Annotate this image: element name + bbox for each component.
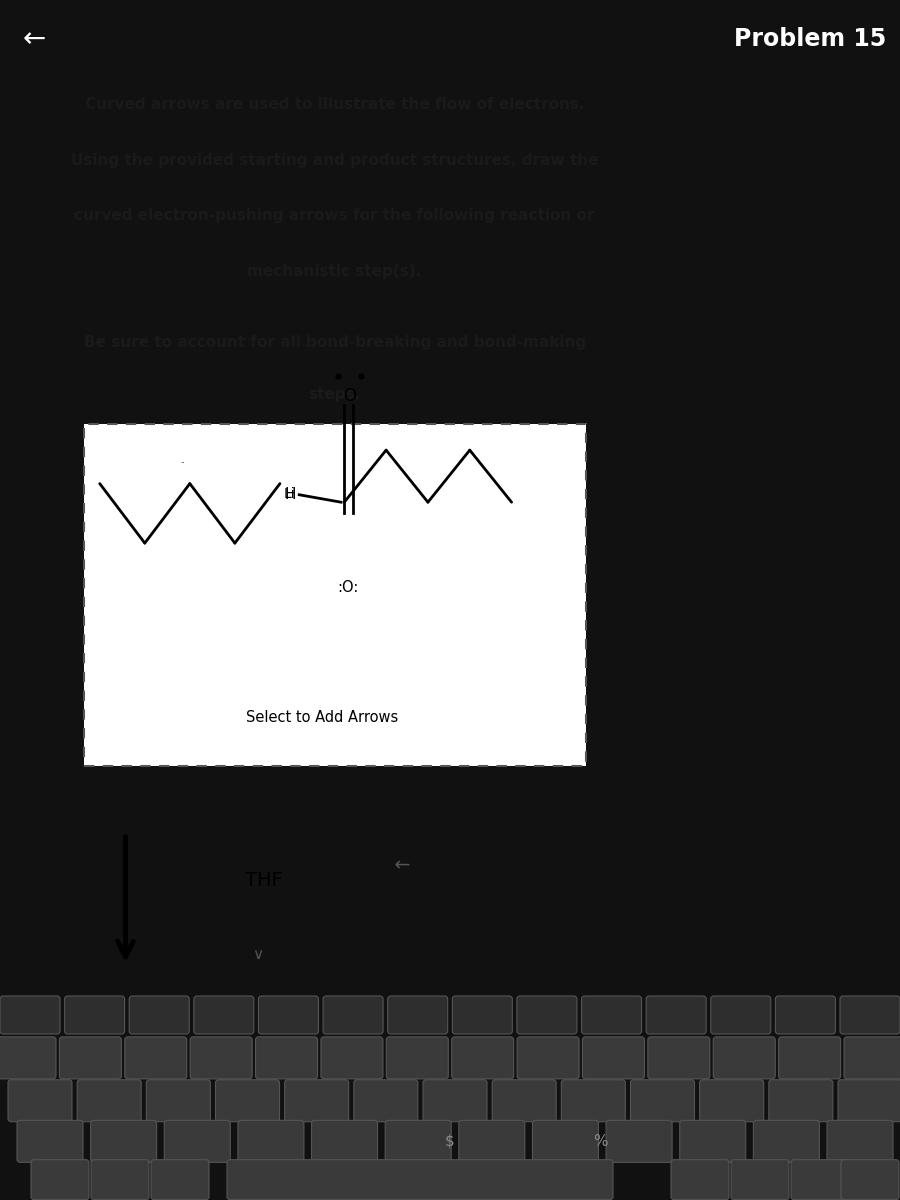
FancyBboxPatch shape: [533, 1121, 598, 1163]
FancyBboxPatch shape: [0, 1037, 56, 1079]
FancyBboxPatch shape: [190, 1037, 252, 1079]
Text: $: $: [446, 1134, 454, 1148]
FancyBboxPatch shape: [165, 1121, 230, 1163]
Text: O: O: [343, 386, 356, 404]
FancyBboxPatch shape: [91, 1121, 157, 1163]
FancyBboxPatch shape: [452, 1037, 514, 1079]
Text: ∨: ∨: [252, 947, 263, 962]
FancyBboxPatch shape: [517, 996, 577, 1034]
FancyBboxPatch shape: [776, 996, 835, 1034]
FancyBboxPatch shape: [194, 996, 254, 1034]
Text: H: H: [284, 487, 296, 503]
FancyBboxPatch shape: [130, 996, 189, 1034]
Bar: [84, 424, 586, 767]
FancyBboxPatch shape: [713, 1037, 775, 1079]
Text: Li: Li: [284, 487, 295, 502]
FancyBboxPatch shape: [680, 1121, 746, 1163]
FancyBboxPatch shape: [453, 996, 512, 1034]
Text: mechanistic step(s).: mechanistic step(s).: [248, 264, 422, 280]
FancyBboxPatch shape: [827, 1121, 893, 1163]
FancyBboxPatch shape: [840, 996, 900, 1034]
FancyBboxPatch shape: [31, 1159, 89, 1200]
FancyBboxPatch shape: [518, 1037, 579, 1079]
FancyBboxPatch shape: [91, 1159, 149, 1200]
FancyBboxPatch shape: [844, 1037, 900, 1079]
FancyBboxPatch shape: [385, 1121, 451, 1163]
FancyBboxPatch shape: [238, 1121, 304, 1163]
FancyBboxPatch shape: [323, 996, 383, 1034]
Text: ..: ..: [181, 456, 186, 464]
Text: Using the provided starting and product structures, draw the: Using the provided starting and product …: [71, 152, 599, 168]
FancyBboxPatch shape: [256, 1037, 318, 1079]
FancyBboxPatch shape: [581, 996, 642, 1034]
FancyBboxPatch shape: [147, 1080, 211, 1122]
FancyBboxPatch shape: [17, 1121, 83, 1163]
FancyBboxPatch shape: [582, 1037, 644, 1079]
FancyBboxPatch shape: [731, 1159, 789, 1200]
FancyBboxPatch shape: [227, 1159, 613, 1200]
FancyBboxPatch shape: [321, 1037, 382, 1079]
Text: ↗: ↗: [386, 850, 411, 875]
FancyBboxPatch shape: [354, 1080, 418, 1122]
FancyBboxPatch shape: [769, 1080, 833, 1122]
FancyBboxPatch shape: [631, 1080, 695, 1122]
FancyBboxPatch shape: [711, 996, 770, 1034]
FancyBboxPatch shape: [671, 1159, 729, 1200]
FancyBboxPatch shape: [606, 1121, 672, 1163]
FancyBboxPatch shape: [791, 1159, 849, 1200]
FancyBboxPatch shape: [258, 996, 319, 1034]
FancyBboxPatch shape: [388, 996, 447, 1034]
FancyBboxPatch shape: [215, 1080, 280, 1122]
FancyBboxPatch shape: [65, 996, 124, 1034]
FancyBboxPatch shape: [562, 1080, 626, 1122]
FancyBboxPatch shape: [753, 1121, 819, 1163]
FancyBboxPatch shape: [125, 1037, 187, 1079]
Text: steps.: steps.: [309, 386, 361, 402]
FancyBboxPatch shape: [459, 1121, 525, 1163]
FancyBboxPatch shape: [699, 1080, 764, 1122]
Text: %: %: [593, 1134, 608, 1148]
Text: ←: ←: [22, 25, 46, 53]
Text: THF: THF: [245, 871, 283, 890]
FancyBboxPatch shape: [8, 1080, 72, 1122]
Text: Problem 15: Problem 15: [734, 26, 886, 50]
FancyBboxPatch shape: [0, 996, 60, 1034]
FancyBboxPatch shape: [778, 1037, 841, 1079]
FancyBboxPatch shape: [386, 1037, 448, 1079]
Text: Be sure to account for all bond-breaking and bond-making: Be sure to account for all bond-breaking…: [84, 335, 586, 349]
FancyBboxPatch shape: [841, 1159, 899, 1200]
FancyBboxPatch shape: [77, 1080, 141, 1122]
FancyBboxPatch shape: [838, 1080, 900, 1122]
FancyBboxPatch shape: [59, 1037, 122, 1079]
FancyBboxPatch shape: [646, 996, 706, 1034]
FancyBboxPatch shape: [648, 1037, 710, 1079]
FancyBboxPatch shape: [151, 1159, 209, 1200]
FancyBboxPatch shape: [284, 1080, 348, 1122]
Text: :O:: :O:: [338, 581, 359, 595]
Text: curved electron-pushing arrows for the following reaction or: curved electron-pushing arrows for the f…: [75, 209, 595, 223]
Text: Curved arrows are used to illustrate the flow of electrons.: Curved arrows are used to illustrate the…: [85, 97, 584, 112]
FancyBboxPatch shape: [423, 1080, 487, 1122]
FancyBboxPatch shape: [492, 1080, 556, 1122]
Text: Select to Add Arrows: Select to Add Arrows: [246, 710, 398, 726]
FancyBboxPatch shape: [311, 1121, 377, 1163]
